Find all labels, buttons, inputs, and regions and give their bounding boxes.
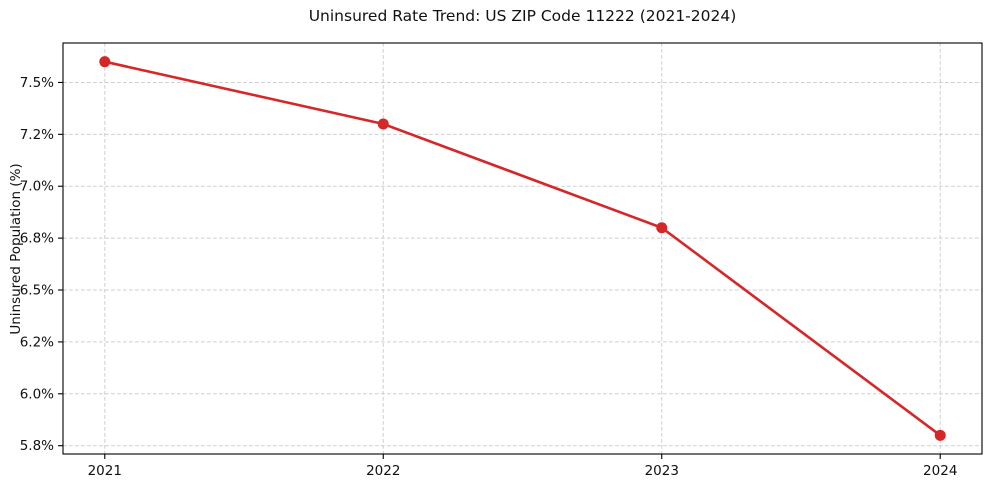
trend-line xyxy=(103,60,942,437)
y-tick-label: 7.2% xyxy=(20,127,54,143)
x-tick-label: 2024 xyxy=(923,463,957,479)
y-tick-label: 7.0% xyxy=(20,179,54,195)
y-tick-label: 6.0% xyxy=(20,386,54,402)
y-tick-label: 6.8% xyxy=(20,231,54,247)
y-tick-label: 6.2% xyxy=(20,334,54,350)
data-point xyxy=(99,56,111,68)
y-tick-label: 6.5% xyxy=(20,283,54,299)
y-tick-label: 7.5% xyxy=(20,75,54,91)
y-tick-label: 5.8% xyxy=(20,438,54,454)
data-point xyxy=(377,118,389,130)
x-tick-label: 2023 xyxy=(645,463,679,479)
x-tick-label: 2022 xyxy=(366,463,400,479)
data-point xyxy=(934,429,946,441)
data-point xyxy=(656,222,668,234)
x-tick-label: 2021 xyxy=(88,463,122,479)
chart-title: Uninsured Rate Trend: US ZIP Code 11222 … xyxy=(308,7,737,25)
plot-border xyxy=(62,42,983,455)
